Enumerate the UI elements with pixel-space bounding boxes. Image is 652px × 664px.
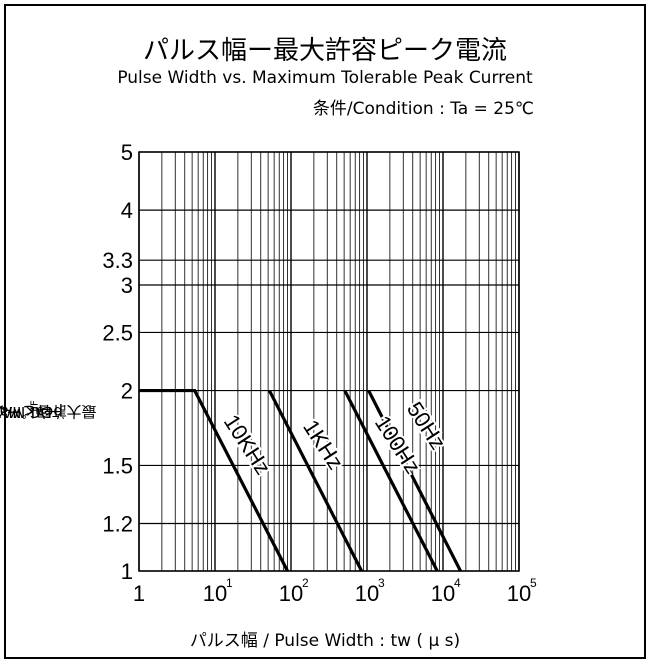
series-line xyxy=(367,389,462,572)
x-tick-label: 10 xyxy=(203,581,227,606)
y-tick-label: 2 xyxy=(121,379,133,404)
x-tick-labels: 1 101 102 103 104 105 xyxy=(133,576,537,606)
series-line xyxy=(343,389,439,572)
series-line xyxy=(139,388,289,572)
series-line xyxy=(267,389,364,572)
y-tick-label: 1.5 xyxy=(102,453,133,478)
y-tick-label: 5 xyxy=(121,140,133,165)
x-tick-label: 1 xyxy=(133,581,145,606)
chart-frame: パルス幅ー最大許容ピーク電流 Pulse Width vs. Maximum T… xyxy=(0,4,646,659)
y-tick-labels: 1 1.2 1.5 2 2.5 33.3 4 5 xyxy=(102,140,133,584)
x-tick-exponent: 3 xyxy=(378,576,385,590)
y-tick-label: 4 xyxy=(121,198,133,223)
condition-label: 条件/Condition : Ta = 25℃ xyxy=(312,99,534,119)
y-tick-label: 3.3 xyxy=(102,248,133,273)
x-tick-label: 10 xyxy=(507,581,531,606)
y-tick-label: 1 xyxy=(121,559,133,584)
minor-grid xyxy=(161,152,516,571)
x-tick-exponent: 1 xyxy=(226,576,233,590)
plot-border xyxy=(138,151,520,572)
series-label: 10KHz xyxy=(219,410,276,479)
x-tick-label: 10 xyxy=(431,581,455,606)
y-axis-label-suffix: DC MAX. xyxy=(0,402,53,421)
x-tick-exponent: 2 xyxy=(302,576,309,590)
x-tick-exponent: 4 xyxy=(454,576,461,590)
chart-title-japanese: パルス幅ー最大許容ピーク電流 xyxy=(142,36,507,66)
chart-title-english: Pulse Width vs. Maximum Tolerable Peak C… xyxy=(117,68,533,88)
x-axis-label: パルス幅 / Pulse Width : tw ( μ s) xyxy=(189,631,461,651)
y-tick-label: 2.5 xyxy=(102,320,133,345)
y-tick-label: 1.2 xyxy=(102,512,133,537)
x-tick-label: 10 xyxy=(355,581,379,606)
x-tick-label: 10 xyxy=(279,581,303,606)
series-lines xyxy=(139,388,462,572)
x-tick-exponent: 5 xyxy=(530,576,537,590)
y-tick-label: 3 xyxy=(121,273,133,298)
